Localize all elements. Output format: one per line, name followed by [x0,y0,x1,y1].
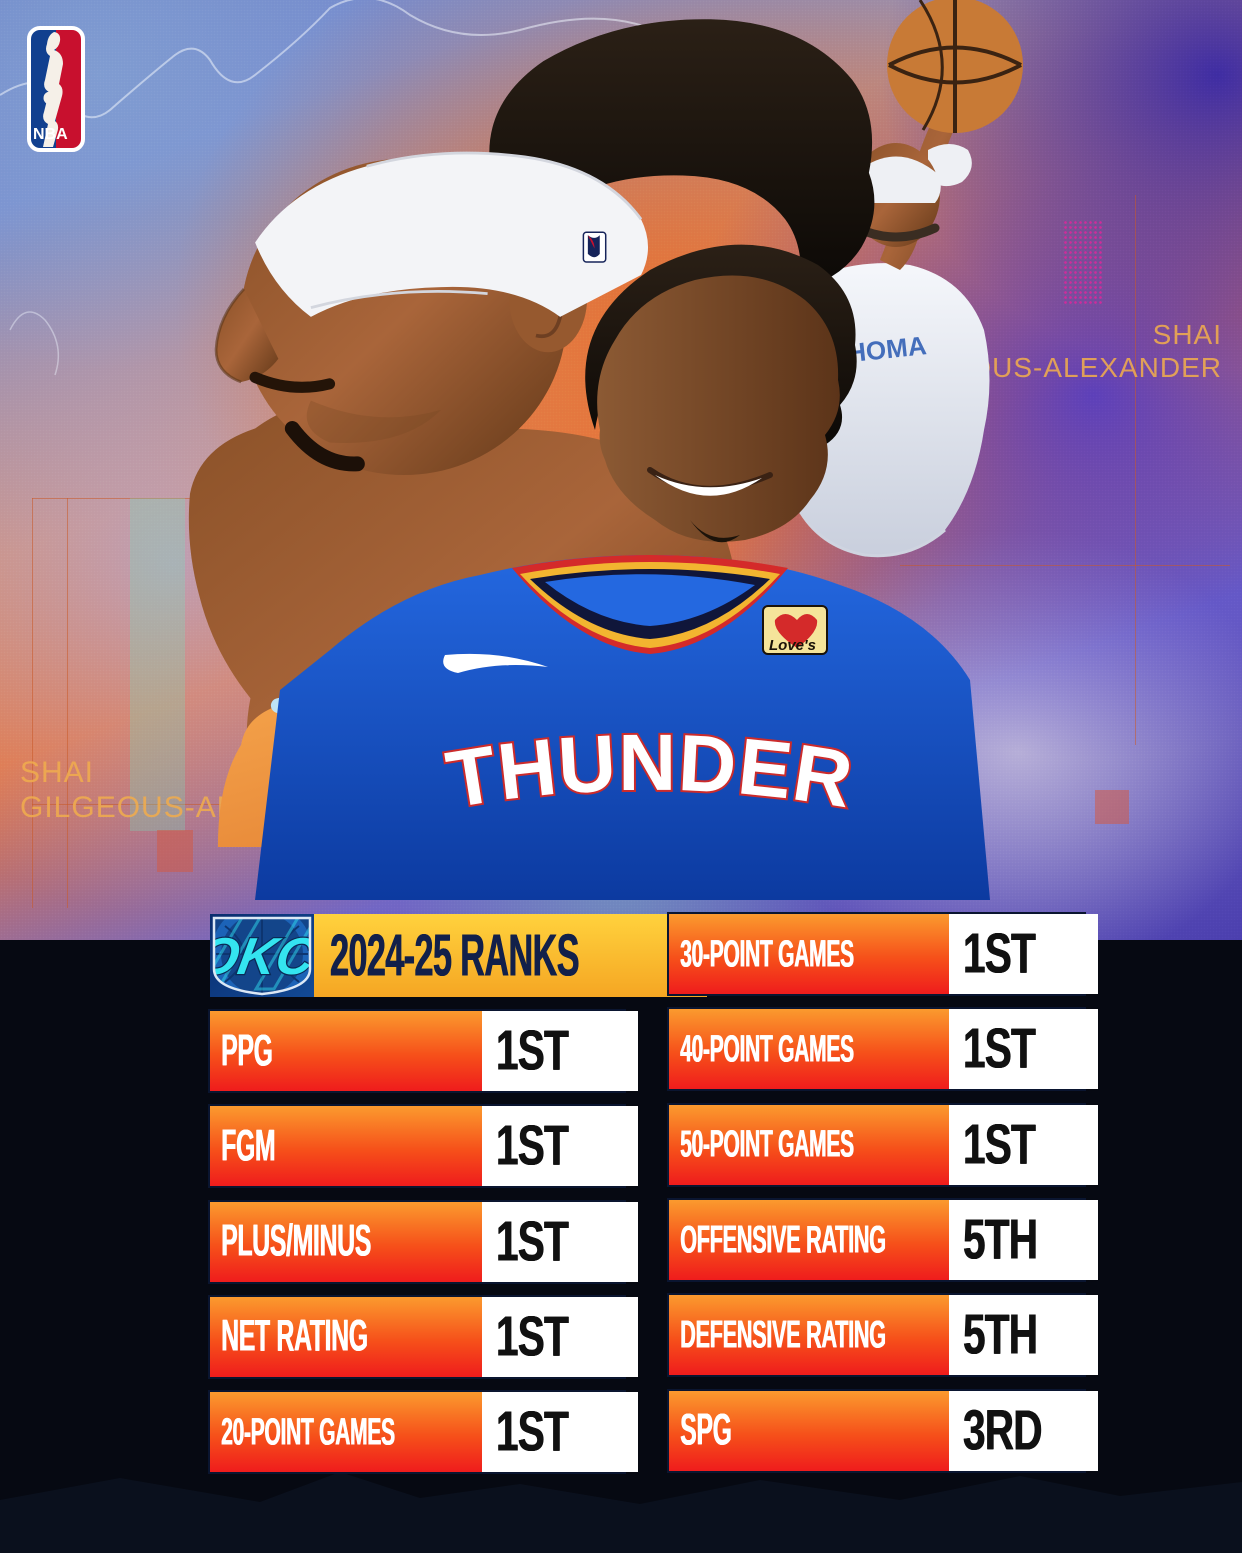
svg-text:Love's: Love's [769,637,816,654]
